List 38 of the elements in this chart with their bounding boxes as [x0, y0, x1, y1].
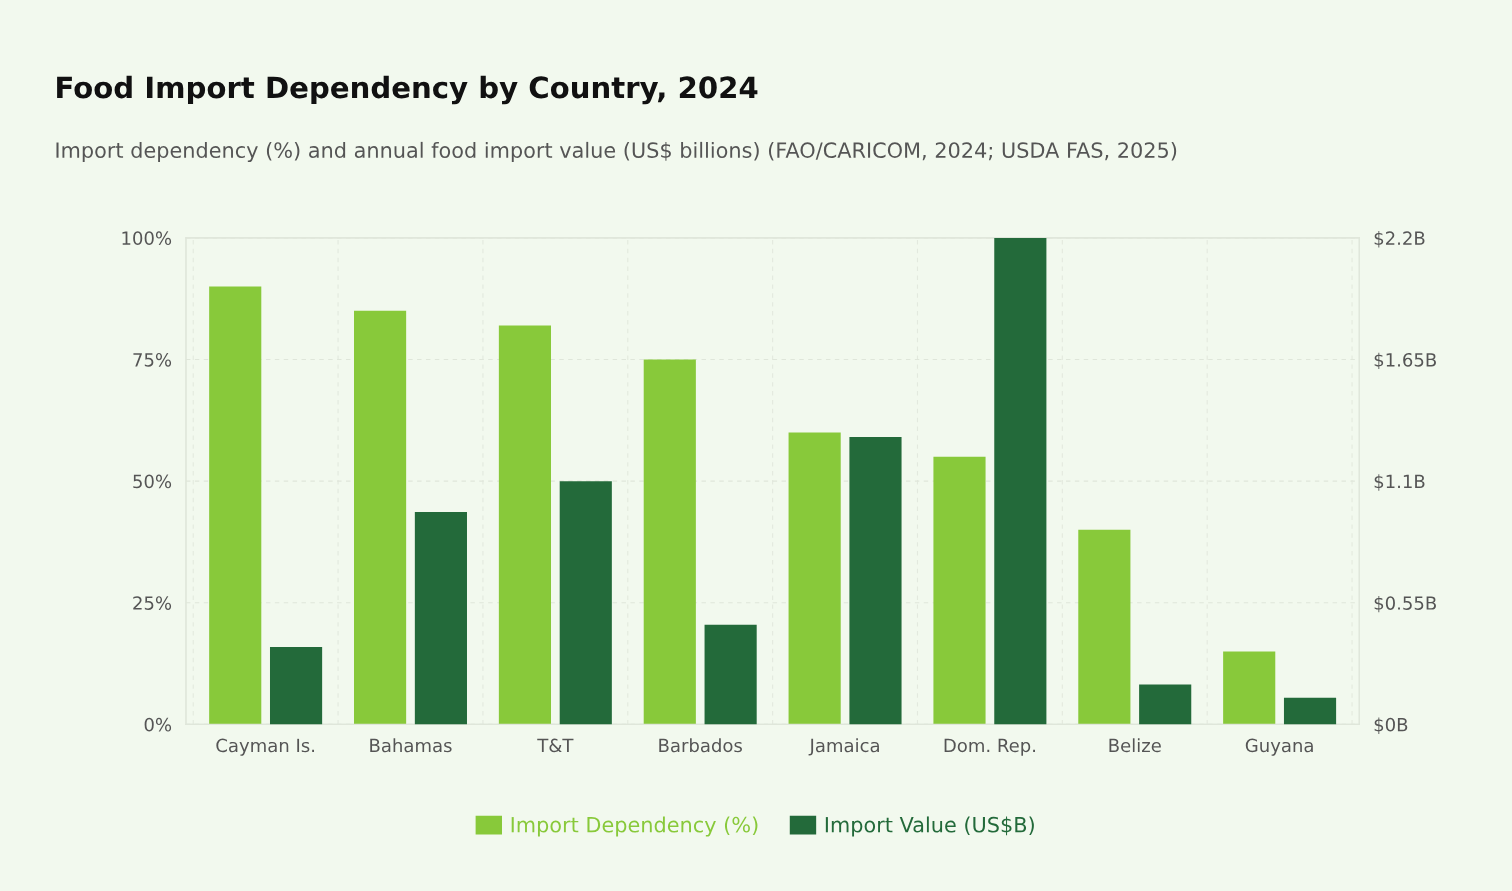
- bar: [933, 456, 986, 725]
- x-tick-label: Barbados: [659, 738, 742, 753]
- chart-title: Food Import Dependency by Country, 2024: [57, 75, 758, 105]
- y2-tick-label: $2.2B: [1374, 231, 1425, 248]
- x-tick-label: T&T: [537, 738, 574, 753]
- bar: [209, 286, 262, 725]
- y2-tick-label: $0B: [1374, 717, 1408, 734]
- legend-label: Import Value (US$B): [825, 816, 1034, 837]
- x-tick-label: Bahamas: [370, 738, 452, 753]
- bar: [559, 481, 612, 725]
- bar: [354, 310, 407, 725]
- y-tick-label: 75%: [133, 352, 172, 367]
- x-tick-label: Guyana: [1245, 738, 1313, 756]
- y-tick-label: 25%: [133, 596, 172, 610]
- chart-subtitle: Import dependency (%) and annual food import value (US$ billions) (FAO/CARICOM, 2024; USDA FAS, 2025): [56, 141, 1177, 163]
- y-tick-label: 50%: [133, 474, 172, 489]
- bar: [849, 436, 902, 725]
- bar: [704, 624, 757, 725]
- y2-tick-label: $0.55B: [1374, 595, 1436, 613]
- bar: [994, 237, 1047, 725]
- bar: [1283, 697, 1337, 725]
- y-tick-label: 100%: [122, 231, 172, 246]
- bar: [1139, 684, 1192, 725]
- y2-tick-label: $1.1B: [1374, 474, 1425, 491]
- x-tick-label: Jamaica: [808, 738, 879, 756]
- bar: [414, 512, 467, 725]
- bar: [1223, 651, 1276, 725]
- y-tick-label: 0%: [144, 717, 172, 732]
- bar: [788, 432, 841, 725]
- y2-tick-label: $1.65B: [1374, 352, 1436, 370]
- legend-label: Import Dependency (%): [511, 816, 758, 837]
- bar: [498, 325, 552, 725]
- x-tick-label: Dom. Rep.: [944, 738, 1035, 756]
- x-tick-label: Cayman Is.: [216, 738, 315, 756]
- bar: [643, 359, 696, 725]
- bar: [1078, 529, 1131, 725]
- bar: [269, 646, 323, 725]
- x-tick-label: Belize: [1109, 738, 1161, 753]
